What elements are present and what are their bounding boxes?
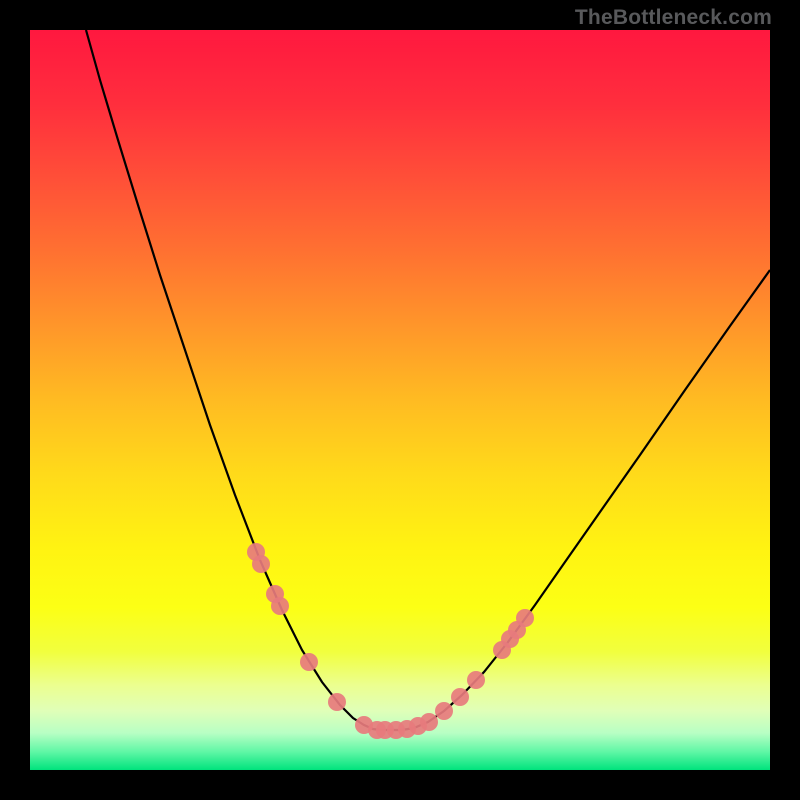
data-marker: [451, 688, 469, 706]
data-marker: [252, 555, 270, 573]
plot-area: [30, 30, 770, 770]
data-marker: [467, 671, 485, 689]
data-marker: [300, 653, 318, 671]
chart-frame: TheBottleneck.com: [0, 0, 800, 800]
data-marker: [435, 702, 453, 720]
chart-svg: [30, 30, 770, 770]
data-marker: [271, 597, 289, 615]
data-marker: [328, 693, 346, 711]
data-marker: [516, 609, 534, 627]
watermark-text: TheBottleneck.com: [575, 6, 772, 30]
data-marker: [420, 713, 438, 731]
gradient-background: [30, 30, 770, 770]
